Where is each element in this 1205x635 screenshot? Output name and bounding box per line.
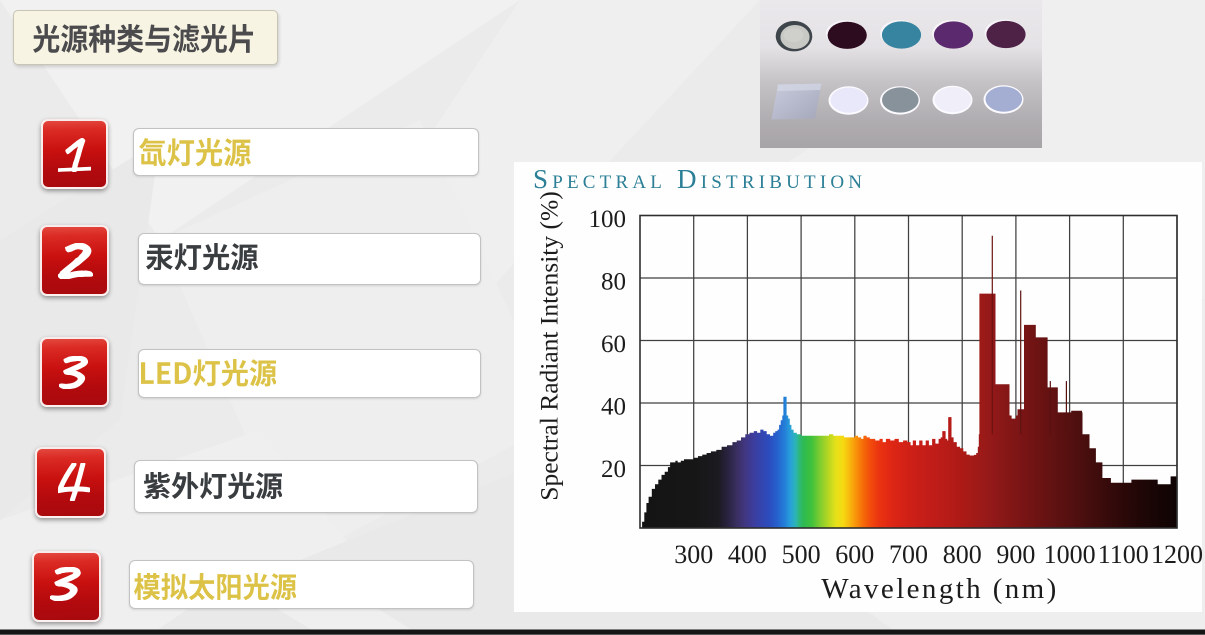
svg-text:500: 500 [782, 540, 821, 569]
svg-text:80: 80 [601, 269, 626, 296]
svg-text:1000: 1000 [1044, 540, 1096, 569]
svg-text:Wavelength (nm): Wavelength (nm) [821, 573, 1058, 605]
svg-text:800: 800 [943, 540, 982, 569]
svg-text:Spectral Distribution: Spectral Distribution [533, 164, 866, 194]
svg-text:Spectral Radiant Intensity (%): Spectral Radiant Intensity (%) [535, 191, 564, 500]
svg-text:900: 900 [996, 540, 1035, 569]
svg-text:100: 100 [589, 206, 627, 233]
svg-text:60: 60 [601, 331, 626, 358]
svg-text:1200: 1200 [1151, 540, 1202, 569]
svg-text:300: 300 [674, 540, 713, 569]
svg-text:20: 20 [601, 456, 626, 483]
svg-text:1100: 1100 [1098, 540, 1149, 569]
svg-text:40: 40 [601, 394, 626, 421]
svg-text:400: 400 [728, 540, 767, 569]
svg-text:600: 600 [835, 540, 874, 569]
svg-text:700: 700 [889, 540, 928, 569]
